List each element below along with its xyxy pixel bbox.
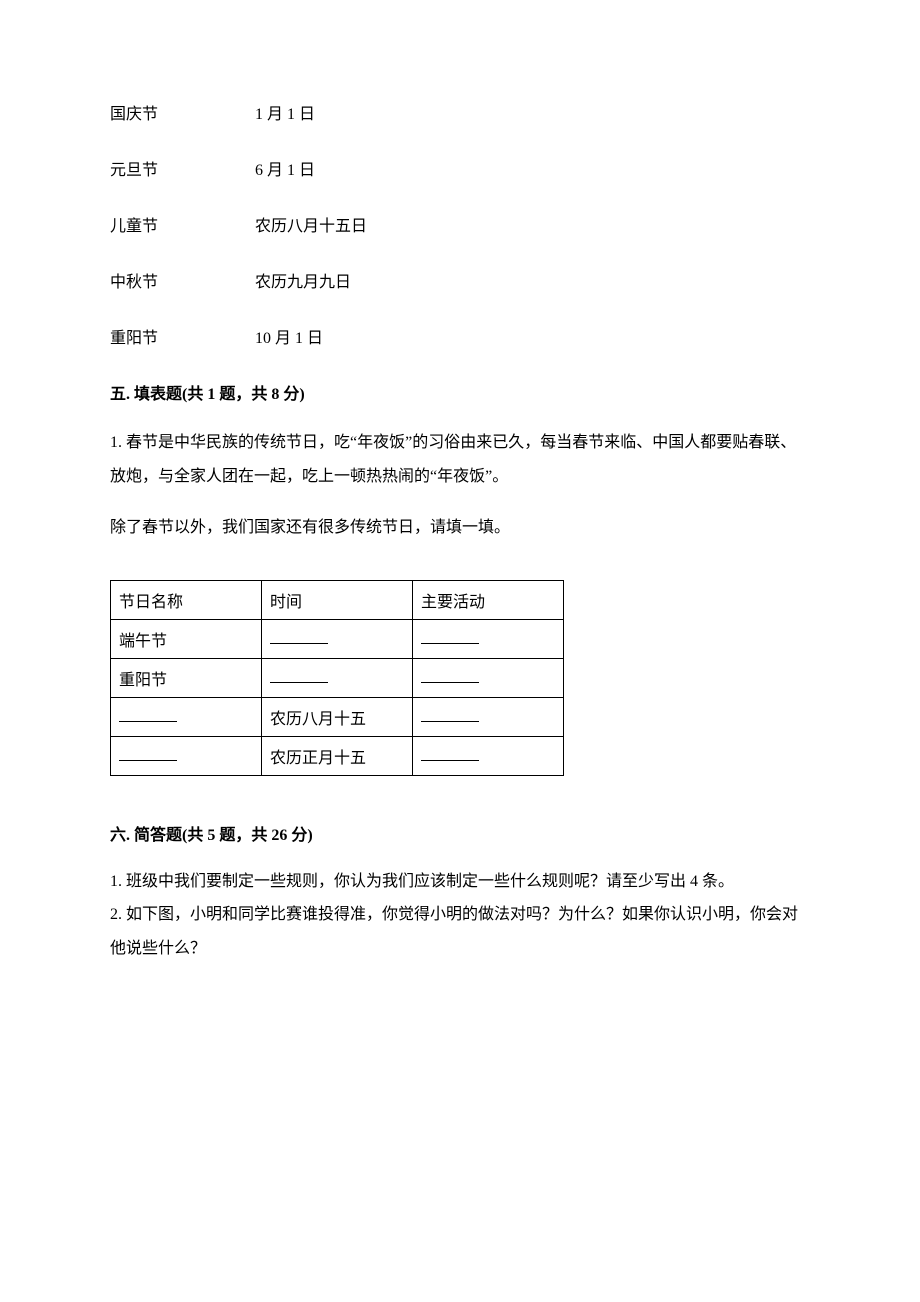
match-row: 元旦节 6 月 1 日 — [110, 156, 810, 180]
match-row: 儿童节 农历八月十五日 — [110, 212, 810, 236]
blank-line — [421, 745, 479, 761]
blank-line — [421, 706, 479, 722]
table-cell — [111, 697, 262, 736]
table-header-cell: 节日名称 — [111, 580, 262, 619]
blank-line — [119, 706, 177, 722]
table-cell: 农历正月十五 — [262, 736, 413, 775]
match-left: 中秋节 — [110, 268, 255, 292]
question-2: 2. 如下图，小明和同学比赛谁投得准，你觉得小明的做法对吗？为什么？如果你认识小… — [110, 898, 810, 965]
blank-line — [421, 667, 479, 683]
table-header-cell: 主要活动 — [413, 580, 564, 619]
match-right: 6 月 1 日 — [255, 156, 810, 180]
section-6-title: 六. 简答题(共 5 题，共 26 分) — [110, 821, 810, 845]
section-5-subparagraph: 除了春节以外，我们国家还有很多传统节日，请填一填。 — [110, 511, 810, 545]
matching-section: 国庆节 1 月 1 日 元旦节 6 月 1 日 儿童节 农历八月十五日 中秋节 … — [110, 100, 810, 348]
table-cell — [111, 736, 262, 775]
table-cell: 端午节 — [111, 619, 262, 658]
match-left: 儿童节 — [110, 212, 255, 236]
festival-table: 节日名称 时间 主要活动 端午节 重阳节 农历八月十五 农历正月十五 — [110, 580, 564, 776]
match-left: 国庆节 — [110, 100, 255, 124]
blank-line — [119, 745, 177, 761]
blank-line — [270, 628, 328, 644]
table-row: 重阳节 — [111, 658, 564, 697]
match-left: 重阳节 — [110, 324, 255, 348]
table-cell — [413, 697, 564, 736]
match-right: 农历九月九日 — [255, 268, 810, 292]
match-row: 国庆节 1 月 1 日 — [110, 100, 810, 124]
section-5-title: 五. 填表题(共 1 题，共 8 分) — [110, 380, 810, 404]
section-6: 六. 简答题(共 5 题，共 26 分) 1. 班级中我们要制定一些规则，你认为… — [110, 821, 810, 966]
table-row: 农历正月十五 — [111, 736, 564, 775]
match-right: 10 月 1 日 — [255, 324, 810, 348]
section-5-paragraph: 1. 春节是中华民族的传统节日，吃“年夜饭”的习俗由来已久，每当春节来临、中国人… — [110, 426, 810, 493]
table-cell: 重阳节 — [111, 658, 262, 697]
match-right: 农历八月十五日 — [255, 212, 810, 236]
table-header-cell: 时间 — [262, 580, 413, 619]
blank-line — [270, 667, 328, 683]
table-cell — [262, 619, 413, 658]
match-row: 重阳节 10 月 1 日 — [110, 324, 810, 348]
table-row: 端午节 — [111, 619, 564, 658]
match-right: 1 月 1 日 — [255, 100, 810, 124]
blank-line — [421, 628, 479, 644]
table-cell — [413, 736, 564, 775]
section-5: 五. 填表题(共 1 题，共 8 分) 1. 春节是中华民族的传统节日，吃“年夜… — [110, 380, 810, 776]
table-header-row: 节日名称 时间 主要活动 — [111, 580, 564, 619]
table-cell — [413, 658, 564, 697]
question-1: 1. 班级中我们要制定一些规则，你认为我们应该制定一些什么规则呢？请至少写出 4… — [110, 867, 810, 897]
table-cell — [413, 619, 564, 658]
match-row: 中秋节 农历九月九日 — [110, 268, 810, 292]
table-row: 农历八月十五 — [111, 697, 564, 736]
match-left: 元旦节 — [110, 156, 255, 180]
table-cell: 农历八月十五 — [262, 697, 413, 736]
table-cell — [262, 658, 413, 697]
